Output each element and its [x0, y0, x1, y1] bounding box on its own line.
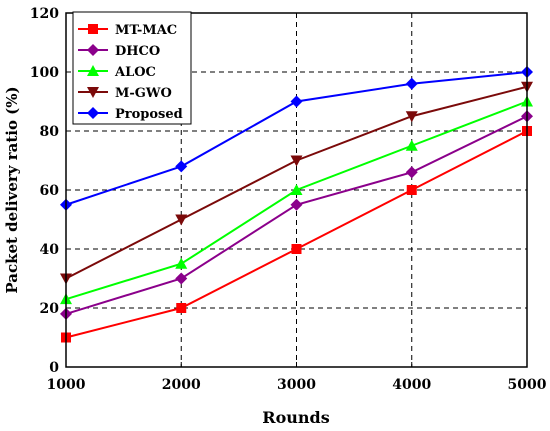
series-proposed: [60, 66, 533, 211]
x-tick-label: 1000: [47, 377, 86, 393]
x-tick-label: 4000: [392, 377, 431, 393]
y-tick-label: 20: [40, 301, 60, 317]
y-tick-label: 0: [49, 360, 59, 376]
legend-item-dhco: DHCO: [78, 44, 160, 59]
data-point-dhco: [405, 166, 418, 179]
data-point-proposed: [175, 160, 188, 173]
data-point-dhco: [290, 198, 303, 211]
axis-ticks: 1000 2000 3000 4000 5000 0 20 40 60 80 100 120: [30, 6, 547, 393]
legend-marker: [87, 44, 99, 56]
x-tick-label: 5000: [508, 377, 547, 393]
y-tick-label: 120: [30, 6, 59, 22]
x-tick-label: 3000: [277, 377, 316, 393]
data-point-proposed: [290, 95, 303, 108]
legend-item-proposed: Proposed: [78, 107, 183, 122]
data-point-m-gwo: [405, 111, 418, 123]
legend-label: M-GWO: [115, 86, 172, 101]
series-dhco: [60, 110, 533, 320]
legend-marker: [87, 65, 99, 76]
series-aloc: [60, 95, 533, 305]
data-point-m-gwo: [175, 214, 188, 226]
data-point-mt-mac: [176, 303, 187, 313]
y-tick-label: 60: [40, 183, 60, 199]
legend-marker: [87, 87, 99, 98]
x-axis-label: Rounds: [262, 408, 329, 427]
data-point-mt-mac: [291, 244, 302, 254]
legend: MT-MAC DHCO ALOC M-GWO Proposed: [72, 11, 192, 125]
data-point-m-gwo: [290, 155, 303, 167]
legend-item-mt-mac: MT-MAC: [78, 23, 177, 38]
legend-item-aloc: ALOC: [78, 65, 156, 80]
y-axis-label: Packet delivery ratio (%): [3, 86, 21, 293]
y-tick-label: 40: [40, 242, 60, 258]
x-tick-label: 2000: [162, 377, 201, 393]
data-point-aloc: [175, 257, 188, 269]
data-point-aloc: [290, 184, 303, 195]
legend-marker: [87, 107, 99, 119]
legend-item-m-gwo: M-GWO: [78, 86, 172, 101]
data-point-aloc: [405, 139, 418, 151]
data-point-mt-mac: [406, 185, 417, 195]
legend-label: Proposed: [115, 107, 183, 122]
data-point-proposed: [405, 77, 418, 90]
y-tick-label: 100: [30, 65, 59, 81]
legend-label: ALOC: [114, 65, 156, 80]
legend-label: MT-MAC: [115, 23, 177, 38]
data-point-dhco: [175, 272, 188, 285]
y-tick-label: 80: [40, 124, 60, 140]
legend-label: DHCO: [115, 44, 160, 59]
legend-marker: [88, 24, 98, 34]
